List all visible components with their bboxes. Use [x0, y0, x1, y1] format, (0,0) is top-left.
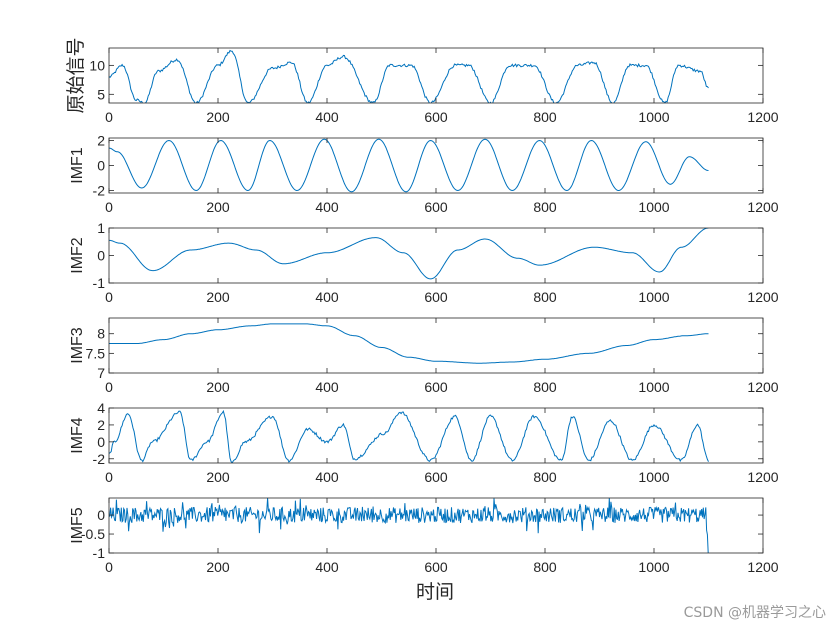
x-tick-label: 0: [105, 199, 113, 215]
x-tick-label: 1000: [638, 199, 669, 215]
series-line: [109, 49, 709, 103]
y-tick-label: 0: [97, 248, 105, 264]
subplot-6: 0 200 400 600 800 1000 1200 -1 -0.5 0 IMF5: [69, 497, 779, 575]
y-axis-label: IMF2: [69, 237, 86, 274]
y-tick-label: 0: [97, 507, 105, 523]
axes-box: [108, 227, 764, 284]
x-tick-label: 1000: [638, 289, 669, 305]
y-axis-label: IMF5: [69, 507, 86, 544]
y-tick-label: 4: [97, 400, 105, 416]
y-axis-label: 原始信号: [65, 37, 87, 113]
x-tick-label: 800: [533, 559, 557, 575]
y-tick-label: 7.5: [86, 345, 106, 361]
y-tick-label: -2: [93, 183, 106, 199]
x-tick-label: 800: [533, 469, 557, 485]
x-tick-label: 1000: [638, 469, 669, 485]
x-tick-label: 1200: [747, 559, 778, 575]
x-tick-label: 600: [424, 289, 448, 305]
x-axis-label: 时间: [416, 581, 454, 603]
x-tick-label: 200: [206, 109, 230, 125]
y-tick-label: 0: [97, 434, 105, 450]
series-line: [109, 228, 709, 280]
series-line: [109, 323, 709, 364]
watermark: CSDN @机器学习之心: [683, 605, 826, 621]
series-line: [109, 138, 709, 193]
x-tick-label: 1200: [747, 109, 778, 125]
x-tick-label: 0: [105, 469, 113, 485]
series-line: [109, 498, 709, 553]
x-tick-label: 600: [424, 379, 448, 395]
y-tick-label: 7: [97, 365, 105, 381]
x-tick-label: 200: [206, 289, 230, 305]
x-tick-label: 200: [206, 469, 230, 485]
y-tick-label: 0: [97, 158, 105, 174]
y-axis-label: IMF3: [69, 327, 86, 364]
x-tick-label: 600: [424, 559, 448, 575]
x-tick-label: 0: [105, 289, 113, 305]
x-tick-label: 0: [105, 559, 113, 575]
x-tick-label: 400: [315, 289, 339, 305]
x-tick-label: 600: [424, 469, 448, 485]
x-tick-label: 200: [206, 379, 230, 395]
y-tick-label: -0.5: [81, 526, 105, 542]
x-tick-label: 400: [315, 109, 339, 125]
y-tick-label: 2: [97, 417, 105, 433]
axes-box: [108, 497, 764, 554]
x-tick-label: 1000: [638, 109, 669, 125]
x-tick-label: 0: [105, 109, 113, 125]
y-tick-label: 8: [97, 326, 105, 342]
x-tick-label: 400: [315, 199, 339, 215]
y-tick-label: 1: [97, 220, 105, 236]
y-tick-label: 2: [97, 133, 105, 149]
x-tick-label: 1200: [747, 379, 778, 395]
y-tick-label: 5: [97, 86, 105, 102]
x-tick-label: 400: [315, 559, 339, 575]
x-tick-label: 400: [315, 379, 339, 395]
x-tick-label: 0: [105, 379, 113, 395]
x-tick-label: 1200: [747, 199, 778, 215]
x-tick-label: 200: [206, 199, 230, 215]
x-tick-label: 1000: [638, 559, 669, 575]
y-axis-label: IMF1: [69, 147, 86, 184]
axes-box: [108, 47, 764, 104]
y-tick-label: 10: [89, 57, 105, 73]
y-axis-label: IMF4: [69, 417, 86, 454]
axes-box: [108, 317, 764, 374]
y-tick-label: -1: [93, 545, 106, 561]
x-tick-label: 800: [533, 379, 557, 395]
x-tick-label: 400: [315, 469, 339, 485]
x-tick-label: 800: [533, 199, 557, 215]
x-tick-label: 1200: [747, 289, 778, 305]
x-tick-label: 600: [424, 199, 448, 215]
y-tick-label: -1: [93, 275, 106, 291]
x-tick-label: 1000: [638, 379, 669, 395]
series-line: [109, 409, 709, 463]
x-tick-label: 800: [533, 109, 557, 125]
x-tick-label: 1200: [747, 469, 778, 485]
x-tick-label: 200: [206, 559, 230, 575]
x-tick-label: 800: [533, 289, 557, 305]
x-tick-label: 600: [424, 109, 448, 125]
subplot-4: 0 200 400 600 800 1000 1200 7 7.5 8 IMF3: [69, 317, 779, 395]
y-tick-label: -2: [93, 451, 106, 467]
